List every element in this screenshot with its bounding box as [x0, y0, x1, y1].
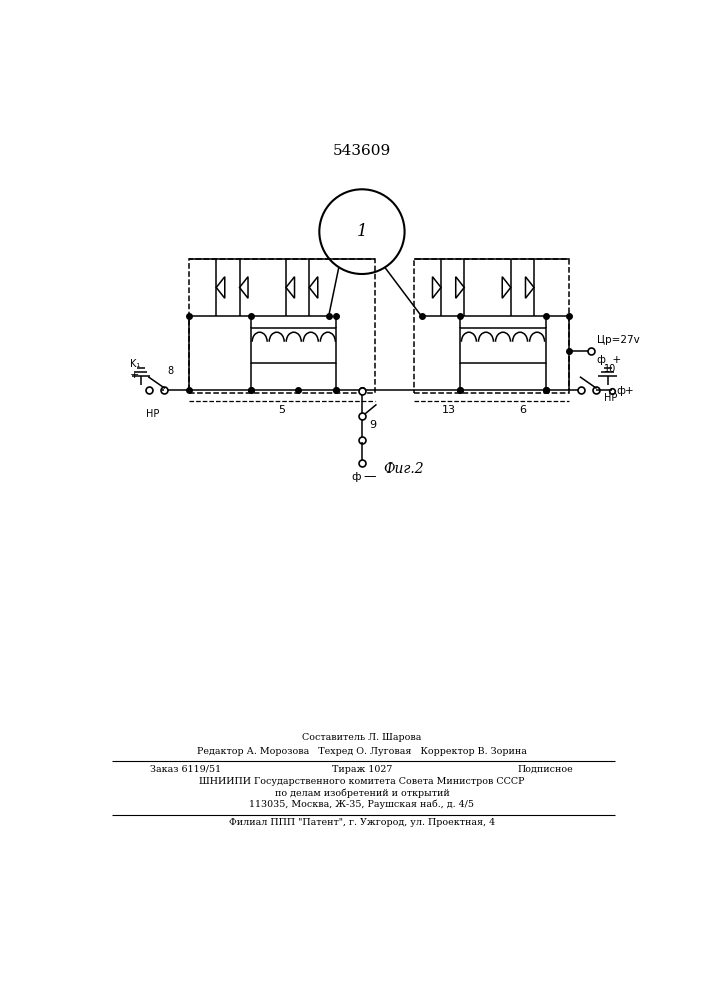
- Text: 9: 9: [370, 420, 377, 430]
- Text: ф  +: ф +: [597, 355, 621, 365]
- Text: НР: НР: [604, 393, 617, 403]
- Bar: [189, 259, 375, 393]
- Bar: [251, 328, 337, 363]
- Text: ф: ф: [351, 472, 361, 482]
- Text: 1: 1: [356, 223, 367, 240]
- Text: 113035, Москва, Ж-35, Раушская наб., д. 4/5: 113035, Москва, Ж-35, Раушская наб., д. …: [250, 800, 474, 809]
- Text: Редактор А. Морозова   Техред О. Луговая   Корректор В. Зорина: Редактор А. Морозова Техред О. Луговая К…: [197, 747, 527, 756]
- Bar: [414, 259, 569, 393]
- Text: 6: 6: [519, 405, 526, 415]
- Text: 5: 5: [279, 405, 286, 415]
- Text: 13: 13: [442, 405, 456, 415]
- Text: Заказ 6119/51: Заказ 6119/51: [151, 765, 221, 774]
- Text: K₁: K₁: [130, 359, 140, 369]
- Text: Составитель Л. Шарова: Составитель Л. Шарова: [303, 733, 421, 742]
- Text: 543609: 543609: [333, 144, 391, 158]
- Text: —: —: [363, 470, 376, 483]
- Bar: [460, 328, 546, 363]
- Text: Фиг.2: Фиг.2: [384, 462, 424, 476]
- Text: Цр=27v: Цр=27v: [597, 335, 640, 345]
- Text: Тираж 1027: Тираж 1027: [332, 765, 392, 774]
- Text: 8: 8: [168, 366, 173, 376]
- Text: 10: 10: [604, 364, 616, 374]
- Text: Филиал ППП "Патент", г. Ужгород, ул. Проектная, 4: Филиал ППП "Патент", г. Ужгород, ул. Про…: [229, 818, 495, 827]
- Text: по делам изобретений и открытий: по делам изобретений и открытий: [274, 788, 450, 798]
- Text: +: +: [130, 370, 139, 380]
- Text: Подписное: Подписное: [518, 765, 573, 774]
- Text: ШНИИПИ Государственного комитета Совета Министров СССР: ШНИИПИ Государственного комитета Совета …: [199, 777, 525, 786]
- Text: НР: НР: [146, 409, 159, 419]
- Text: ф+: ф+: [616, 386, 633, 396]
